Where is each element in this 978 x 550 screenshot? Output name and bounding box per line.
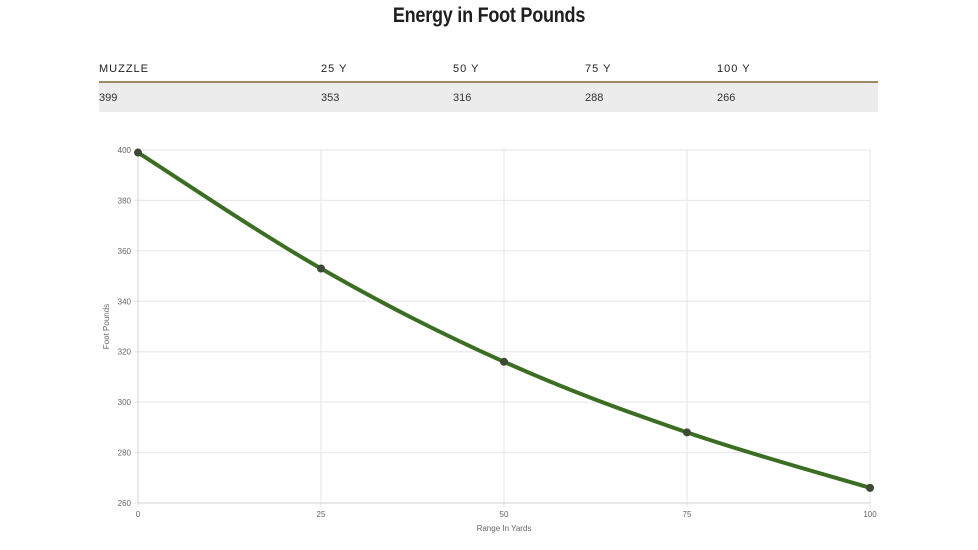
series-line: [136, 150, 872, 490]
table-header-100y: 100 Y: [717, 56, 878, 83]
data-point[interactable]: [866, 483, 874, 492]
table-cell-100y: 266: [717, 82, 878, 112]
data-point[interactable]: [683, 428, 691, 437]
x-axis-title: Range In Yards: [477, 524, 532, 533]
chart-axes: [137, 150, 870, 504]
y-tick-label: 380: [118, 196, 132, 205]
y-tick-label: 300: [118, 398, 132, 407]
table-cell-75y: 288: [585, 82, 717, 112]
y-tick-label: 280: [118, 449, 132, 458]
y-tick-label: 260: [118, 499, 132, 508]
table-header-25y: 25 Y: [321, 56, 453, 83]
table-cell-muzzle: 399: [99, 82, 321, 112]
chart-series: [134, 148, 874, 492]
x-tick-label: 50: [500, 510, 509, 519]
table-header-muzzle: MUZZLE: [99, 56, 321, 83]
chart-labels: 260 280 300 320 340 360 380 400 0 25 50 75 100 Range …: [102, 146, 877, 533]
table-row: 399 353 316 288 266: [99, 82, 878, 112]
y-tick-label: 400: [118, 146, 132, 155]
y-tick-label: 320: [118, 348, 132, 357]
x-tick-label: 75: [683, 510, 692, 519]
chart-grid: [134, 149, 871, 507]
table-cell-50y: 316: [453, 82, 585, 112]
table-header-50y: 50 Y: [453, 56, 585, 83]
data-point[interactable]: [317, 264, 325, 273]
x-tick-label: 0: [136, 510, 141, 519]
page-title: Energy in Foot Pounds: [392, 4, 586, 27]
y-axis-title: Foot Pounds: [102, 304, 111, 349]
table-cell-25y: 353: [321, 82, 453, 112]
table-header-75y: 75 Y: [585, 56, 717, 83]
data-point[interactable]: [500, 357, 508, 366]
energy-table: MUZZLE 25 Y 50 Y 75 Y 100 Y 399 353 316 …: [99, 56, 878, 112]
y-tick-label: 340: [118, 297, 132, 306]
y-tick-label: 360: [118, 247, 132, 256]
x-tick-label: 25: [317, 510, 326, 519]
x-tick-label: 100: [863, 510, 877, 519]
table-header-row: MUZZLE 25 Y 50 Y 75 Y 100 Y: [99, 56, 878, 83]
data-point[interactable]: [134, 148, 142, 157]
